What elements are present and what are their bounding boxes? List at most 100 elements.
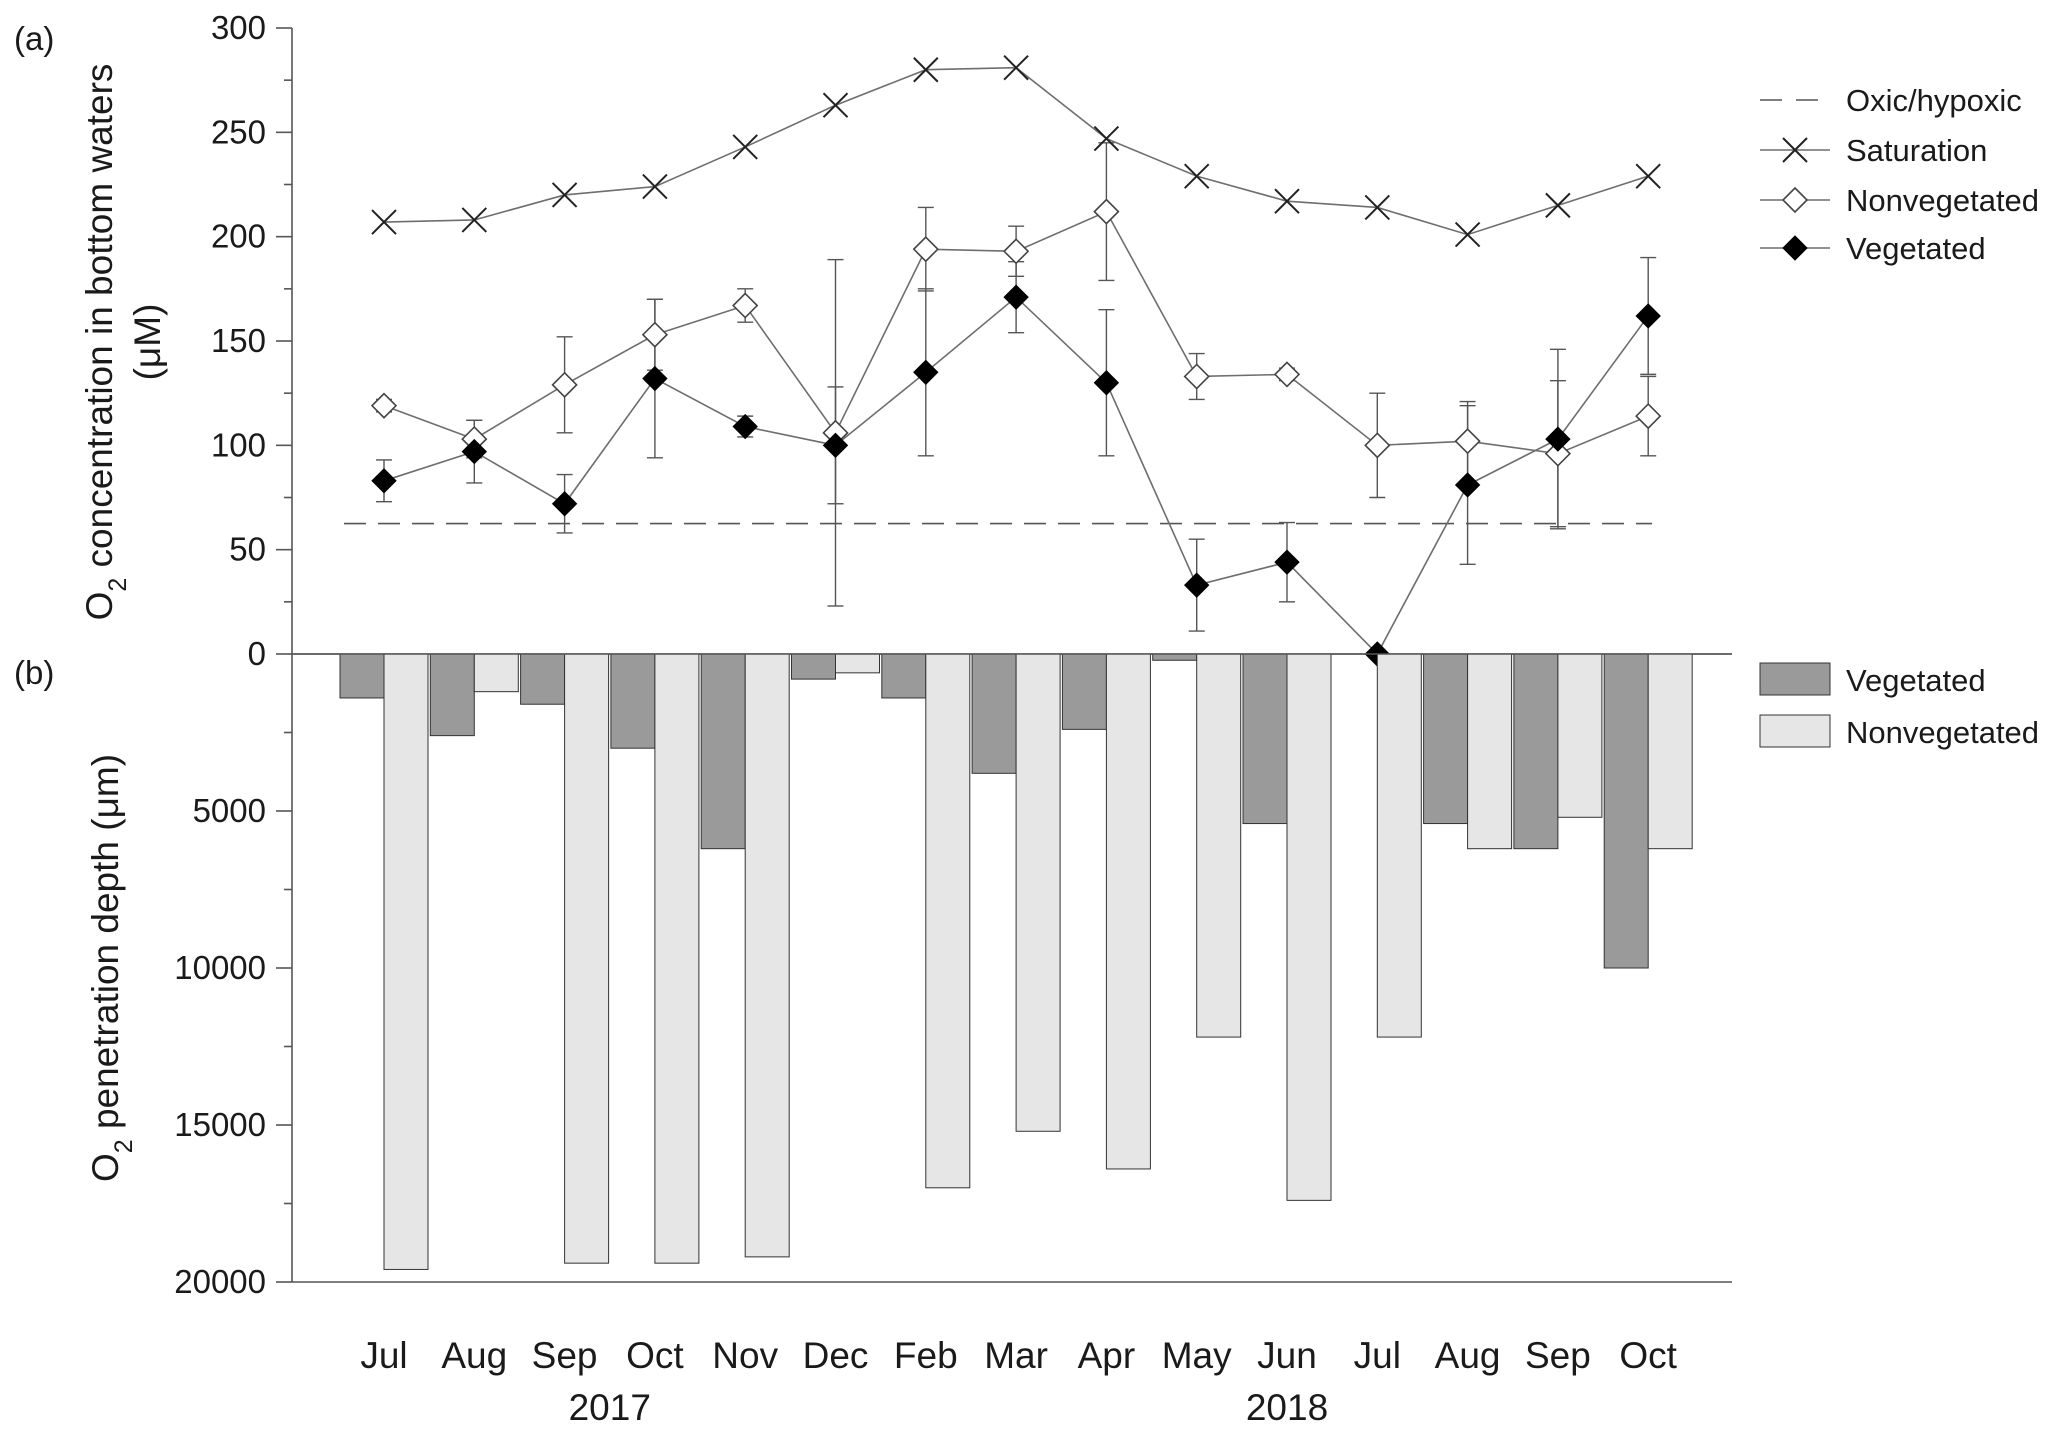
x-tick-label: Apr [1078, 1335, 1136, 1376]
nonvegetated-point [1002, 238, 1030, 265]
marker-stroke [913, 57, 939, 83]
y-tick-label-b: 20000 [174, 1263, 266, 1300]
saturation-line [383, 66, 1649, 236]
saturation-point [822, 92, 849, 118]
nonvegetated-point [370, 392, 398, 419]
saturation-point [1454, 221, 1481, 248]
x-tick-label: Aug [1435, 1335, 1501, 1376]
bar-vegetated [881, 653, 927, 699]
bar-nonvegetated [564, 653, 610, 1264]
y-tick-label-a: 100 [211, 426, 266, 463]
nonvegetated-point [1544, 440, 1572, 467]
bar-vegetated [1423, 653, 1469, 825]
x-tick-label: Aug [441, 1335, 507, 1376]
year-label: 2017 [569, 1387, 651, 1428]
saturation-point [913, 57, 939, 83]
y-tick-label-a: 0 [248, 635, 266, 672]
bar-nonvegetated [383, 653, 429, 1270]
x-tick-label: Sep [532, 1335, 598, 1376]
marker-stroke [732, 134, 758, 160]
saturation-point [1003, 54, 1029, 81]
nonvegetated-point [732, 292, 759, 319]
marker-stroke [1364, 194, 1391, 221]
legend-label-b: Vegetated [1846, 663, 1986, 698]
x-tick-label: Oct [1619, 1335, 1677, 1376]
x-tick-label: Dec [803, 1335, 869, 1376]
marker-stroke [1545, 192, 1571, 219]
vegetated-point [371, 468, 397, 494]
x-tick-label: Sep [1525, 1335, 1591, 1376]
x-tick-label: Nov [712, 1335, 778, 1376]
nonvegetated-point [912, 236, 939, 263]
y-tick-label-b: 10000 [174, 949, 266, 986]
legend-swatch-b [1759, 714, 1831, 748]
nonvegetated-point [551, 371, 578, 398]
bar-nonvegetated [835, 653, 880, 674]
bar-vegetated [1152, 653, 1198, 661]
legend-label-a: Oxic/hypoxic [1846, 83, 2022, 118]
bar-nonvegetated [1015, 653, 1061, 1132]
saturation-point [551, 182, 578, 208]
panel-a-concentration-chart: 0 50 100 150 200 250 300 (a) O2 concentration in… [14, 9, 2039, 672]
bar-nonvegetated [1196, 653, 1242, 1038]
bar-nonvegetated [1467, 653, 1513, 850]
legend-swatch-b [1759, 662, 1831, 696]
vegetated-point [642, 365, 668, 392]
marker-stroke [1454, 221, 1481, 248]
vegetated-point [1003, 284, 1029, 310]
nonvegetated-point [1635, 402, 1662, 430]
legend-swatch-saturation-marker [1782, 137, 1808, 163]
x-tick-label: Jul [360, 1335, 407, 1376]
vegetated-point [1274, 549, 1300, 575]
bar-nonvegetated [925, 653, 971, 1189]
bar-vegetated [520, 653, 566, 705]
nonvegetated-point [1183, 363, 1210, 390]
x-tick-label: Oct [626, 1335, 684, 1376]
marker-stroke [1183, 163, 1210, 189]
year-label: 2018 [1246, 1387, 1328, 1428]
marker-stroke [1782, 137, 1808, 163]
marker-stroke [1093, 125, 1120, 152]
nonvegetated-point [641, 321, 669, 348]
marker-stroke [1274, 188, 1300, 214]
y-axis-title-b: O2 penetration depth (μm) [85, 754, 138, 1182]
bar-nonvegetated [1286, 653, 1332, 1201]
bar-nonvegetated [473, 653, 519, 693]
bar-vegetated [339, 653, 385, 699]
vegetated-point [1183, 572, 1210, 598]
y-tick-label-a: 200 [211, 218, 266, 255]
vegetated-point [732, 413, 758, 440]
saturation-point [1274, 188, 1300, 214]
x-tick-label: Feb [894, 1335, 958, 1376]
saturation-point [732, 134, 758, 160]
bar-nonvegetated [1647, 653, 1693, 850]
saturation-point [1364, 194, 1391, 221]
shared-x-axis: Jul Aug Sep Oct Nov Dec Feb Mar Apr May Jun Jul Aug S… [360, 1335, 1677, 1428]
x-tick-label: May [1162, 1335, 1232, 1376]
bar-vegetated [610, 653, 656, 749]
y-axis-title-a: O2 concentration in bottom waters [79, 64, 132, 621]
bar-vegetated [1242, 653, 1288, 825]
saturation-point [1093, 125, 1120, 152]
saturation-point [1545, 192, 1571, 219]
bar-vegetated [429, 653, 475, 737]
vegetated-line [383, 296, 1649, 656]
saturation-point [461, 207, 488, 233]
legend-label-b: Nonvegetated [1846, 715, 2039, 750]
y-tick-label-a: 50 [229, 531, 266, 568]
nonvegetated-point [1364, 432, 1391, 459]
vegetated-point [822, 432, 849, 459]
marker-stroke [461, 207, 488, 233]
x-tick-label: Mar [984, 1335, 1048, 1376]
legend-swatch-nonvegetated-marker [1781, 186, 1809, 214]
bar-nonvegetated [654, 653, 700, 1264]
bar-nonvegetated [1557, 653, 1603, 818]
nonvegetated-point [1273, 361, 1301, 388]
panel-label-b: (b) [14, 654, 54, 691]
vegetated-point [551, 491, 578, 517]
vegetated-point [1635, 303, 1661, 329]
y-tick-label-a: 250 [211, 113, 266, 150]
saturation-point [1635, 163, 1661, 189]
marker-stroke [822, 92, 849, 118]
nonvegetated-point [1093, 198, 1120, 225]
